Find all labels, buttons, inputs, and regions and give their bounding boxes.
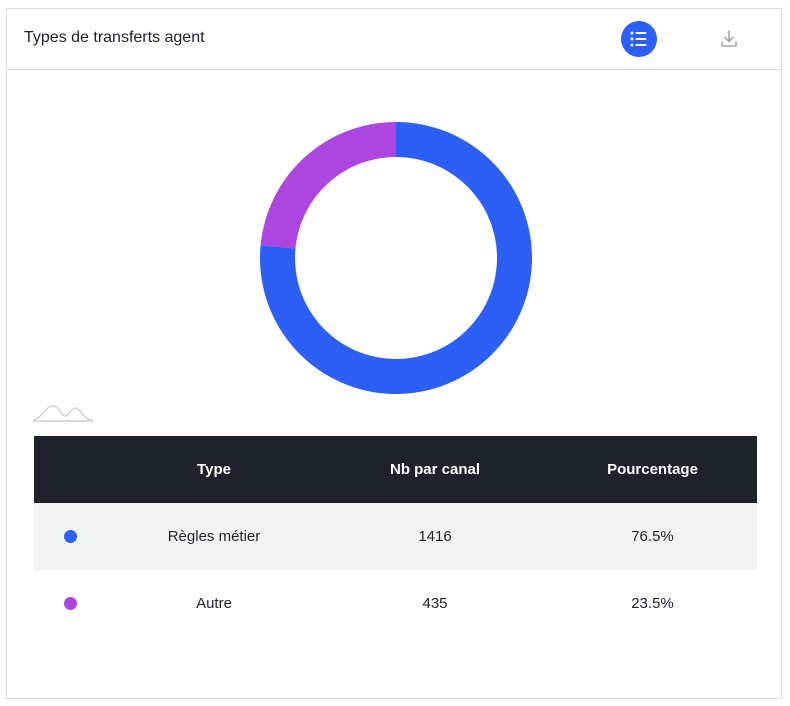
chart-card: Types de transferts agent Type [6, 8, 782, 699]
table-header-row: Type Nb par canal Pourcentage [34, 436, 757, 503]
chart-watermark-icon [32, 405, 94, 422]
series-color-dot [63, 597, 77, 610]
donut-chart [259, 122, 532, 395]
list-view-button[interactable] [621, 21, 657, 57]
table-cell-percent: 76.5% [631, 528, 674, 545]
card-title: Types de transferts agent [24, 29, 205, 46]
table-header-percent: Pourcentage [607, 461, 698, 478]
series-color-dot [63, 530, 77, 543]
donut-slice-2[interactable] [260, 122, 396, 249]
download-icon [721, 30, 737, 47]
table-header-count: Nb par canal [389, 461, 481, 478]
data-table: Type Nb par canal Pourcentage Règles mét… [34, 436, 757, 637]
table-row: Règles métier 1416 76.5% [34, 503, 757, 570]
list-icon [630, 31, 647, 47]
table-row: Autre 435 23.5% [34, 570, 757, 637]
table-cell-count: 1416 [418, 528, 452, 545]
table-cell-type: Règles métier [167, 528, 261, 545]
table-cell-type: Autre [196, 595, 232, 612]
table-cell-percent: 23.5% [631, 595, 674, 612]
card-header: Types de transferts agent [7, 9, 781, 70]
download-button[interactable] [713, 23, 745, 55]
table-cell-count: 435 [422, 595, 448, 612]
table-header-type: Type [197, 461, 231, 478]
